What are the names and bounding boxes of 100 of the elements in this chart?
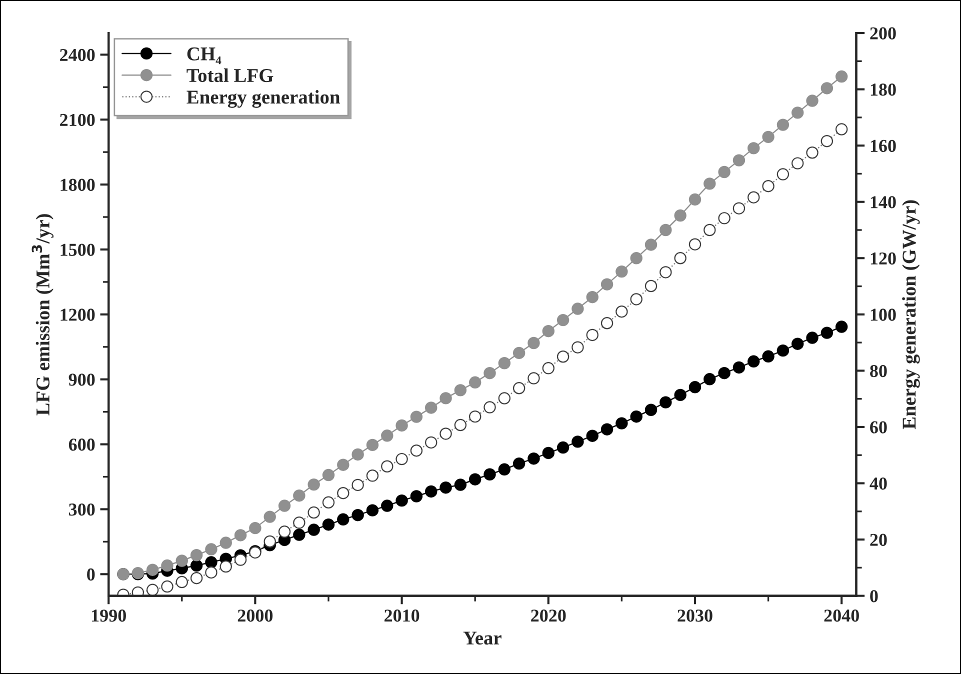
point <box>352 508 364 522</box>
point <box>660 396 672 408</box>
point <box>308 478 320 491</box>
point <box>748 142 760 154</box>
y2-tick-label: 200 <box>870 27 896 40</box>
x-tick-label: 2010 <box>384 610 420 622</box>
point <box>396 419 408 432</box>
point <box>776 118 790 131</box>
point <box>600 278 614 290</box>
point <box>616 265 628 278</box>
point <box>572 436 584 448</box>
point <box>498 357 511 370</box>
point <box>704 178 716 190</box>
point <box>176 554 188 567</box>
point <box>396 494 408 507</box>
point <box>528 452 540 465</box>
y-tick-label: 2400 <box>60 48 95 62</box>
point <box>366 438 379 452</box>
point <box>425 402 438 414</box>
point <box>484 366 496 380</box>
legend-label: Total LFG <box>186 68 274 82</box>
y2-tick-label: 20 <box>870 534 887 546</box>
point <box>220 560 232 573</box>
point <box>616 417 628 430</box>
point <box>337 513 350 526</box>
point <box>806 332 818 344</box>
y2-tick-label: 80 <box>870 364 887 378</box>
point <box>468 376 482 388</box>
point <box>512 346 526 360</box>
point <box>249 522 262 534</box>
point <box>278 500 291 512</box>
point <box>748 355 760 368</box>
point <box>674 209 686 222</box>
y2-axis-title: Energy generation (GW/yr) <box>902 200 920 430</box>
point <box>220 536 232 549</box>
point <box>308 524 320 536</box>
x-tick-label: 2030 <box>678 610 712 622</box>
point <box>644 238 658 251</box>
point <box>704 373 716 386</box>
point <box>674 388 686 402</box>
point <box>820 82 834 94</box>
point <box>600 423 614 436</box>
point <box>732 154 746 166</box>
point <box>205 556 218 568</box>
point <box>630 252 642 264</box>
y2-tick-label: 40 <box>870 478 887 490</box>
y2-tick-label: 180 <box>870 84 896 96</box>
point <box>190 549 203 562</box>
legend-label: Energy generation <box>186 90 340 108</box>
x-tick-label: 1990 <box>92 610 126 622</box>
point <box>234 529 247 542</box>
point <box>322 518 335 531</box>
point <box>146 564 159 576</box>
point <box>644 404 658 416</box>
point <box>161 559 174 572</box>
point <box>528 336 540 350</box>
point <box>835 70 848 83</box>
point <box>688 193 702 206</box>
point <box>410 490 423 502</box>
point <box>440 392 452 404</box>
y-tick-label: 300 <box>68 503 95 516</box>
point <box>542 324 554 338</box>
point <box>410 410 423 423</box>
x-tick-label: 2000 <box>238 610 273 622</box>
point <box>498 463 511 476</box>
point <box>835 320 848 333</box>
point <box>630 410 642 423</box>
y-axis-title: LFG emission (Mm$^{3}$/yr) <box>32 214 54 416</box>
point <box>468 473 482 486</box>
point <box>381 430 394 442</box>
point <box>776 344 790 357</box>
point <box>205 543 218 556</box>
point <box>322 468 335 482</box>
y2-tick-label: 100 <box>870 308 896 321</box>
point <box>293 528 306 541</box>
y2-tick-label: 0 <box>870 590 878 602</box>
point <box>586 290 598 304</box>
point <box>792 338 804 350</box>
y2-tick-label: 140 <box>870 196 896 208</box>
point <box>425 485 438 498</box>
y-tick-label: 1500 <box>60 244 95 256</box>
point <box>264 535 276 548</box>
point <box>234 554 247 566</box>
point <box>732 361 746 374</box>
y-tick-label: 2100 <box>60 114 95 126</box>
point <box>556 441 570 454</box>
point <box>512 457 526 470</box>
point <box>352 448 364 461</box>
point <box>762 350 774 363</box>
y-tick-label: 0 <box>87 568 95 581</box>
y-tick-label: 900 <box>68 374 95 386</box>
point <box>337 458 350 471</box>
point <box>762 130 774 144</box>
point <box>440 481 452 494</box>
y2-tick-label: 160 <box>870 140 896 152</box>
point <box>586 430 598 442</box>
point <box>806 94 818 107</box>
point <box>454 384 467 396</box>
point <box>278 526 291 538</box>
point <box>190 559 203 572</box>
